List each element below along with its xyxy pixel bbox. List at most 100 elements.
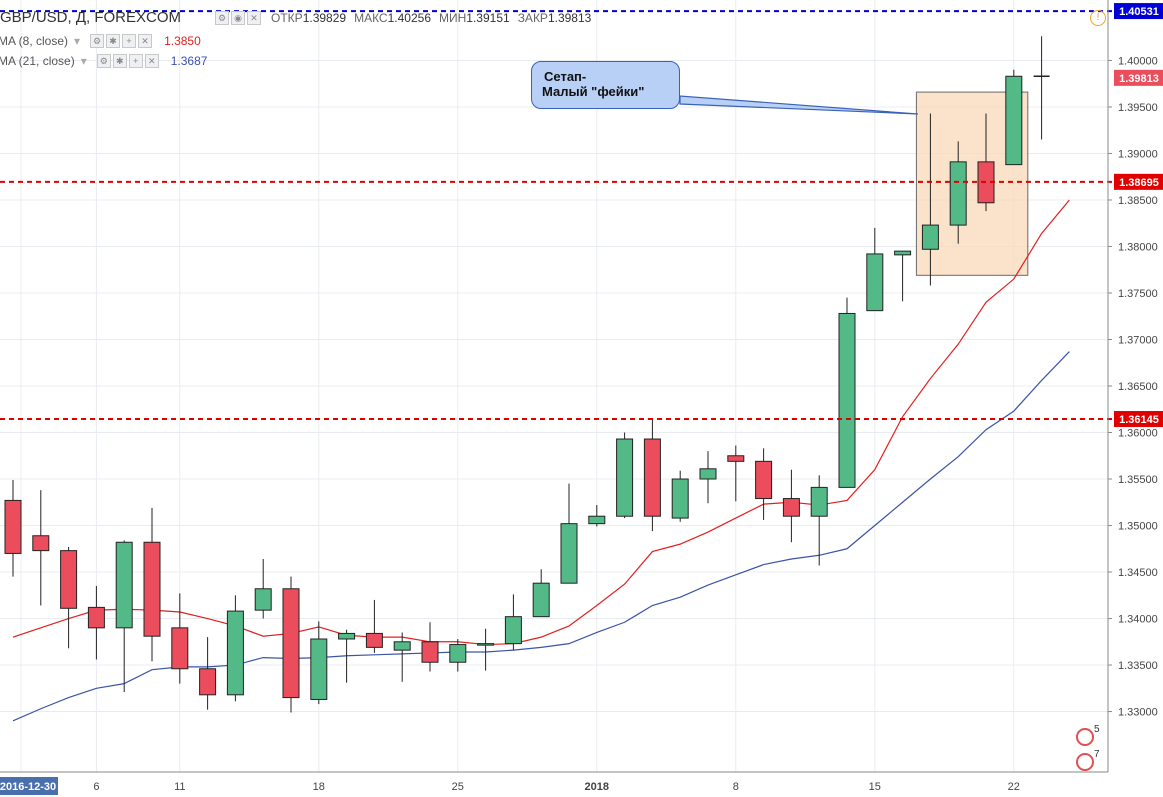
callout-line-1: Сетап- [544, 69, 587, 84]
x-tick-label: 22 [1008, 781, 1020, 793]
candle-body [894, 250, 912, 256]
candle-body [727, 455, 745, 462]
ema21-line [12, 351, 1070, 722]
level-price-label: 1.38695 [1119, 177, 1159, 189]
candle-body [199, 668, 217, 696]
candle-body [338, 632, 356, 640]
settings-icon[interactable]: ⚙ [90, 34, 105, 48]
candle-body [143, 541, 161, 637]
candle-body [866, 253, 884, 312]
candle-body [60, 550, 78, 609]
level-price-label: 1.40531 [1119, 6, 1159, 18]
candle-body [393, 641, 411, 651]
high-label: МАКС [354, 10, 388, 25]
y-tick-label: 1.38000 [1118, 241, 1158, 253]
chevron-down-icon[interactable]: ▾ [74, 34, 81, 48]
plus-icon[interactable]: + [122, 34, 137, 48]
x-tick-label: 11 [174, 781, 185, 793]
candle-body [699, 468, 717, 480]
gear-icon[interactable]: ✱ [112, 54, 127, 68]
candle-body [477, 643, 495, 646]
candle-body [310, 638, 328, 700]
event-count-uk: 5 [1094, 724, 1100, 735]
x-tick-label: 6 [93, 781, 99, 793]
candle-body [838, 312, 856, 488]
close-icon[interactable]: ✕ [144, 54, 159, 68]
candle-body [226, 610, 244, 696]
eye-icon[interactable]: ◉ [231, 11, 246, 25]
x-tick-label: 2018 [585, 781, 609, 793]
last-price-label: 1.39813 [1119, 73, 1159, 85]
high-value: 1.40256 [387, 10, 431, 25]
candle-body [616, 438, 634, 517]
callout-line-2: Малый "фейки" [542, 84, 645, 99]
x-tick-label: 15 [869, 781, 881, 793]
ema8-line [12, 199, 1070, 646]
y-tick-label: 1.40000 [1118, 55, 1158, 67]
close-label: ЗАКР [517, 10, 548, 25]
chevron-down-icon[interactable]: ▾ [80, 54, 87, 68]
ema8-label: EMA (8, close) [0, 34, 69, 48]
candle-body [755, 460, 773, 500]
candle-body [254, 588, 272, 611]
candle-body [643, 438, 661, 517]
y-tick-label: 1.36000 [1118, 428, 1158, 440]
low-value: 1.39151 [466, 10, 510, 25]
y-tick-label: 1.37500 [1118, 288, 1158, 300]
uk-flag-icon[interactable] [1076, 728, 1094, 746]
level-price-tag [1114, 3, 1163, 20]
candle-body [421, 641, 439, 663]
gear-icon[interactable]: ✱ [106, 34, 121, 48]
candle-body [171, 627, 189, 670]
y-tick-label: 1.39500 [1118, 102, 1158, 114]
candle-body [1005, 75, 1023, 166]
ema8-value: 1.3850 [164, 34, 201, 48]
legend-buttons: ⚙ ◉ ✕ [215, 10, 263, 25]
ema21-label: EMA (21, close) [0, 54, 75, 68]
close-icon[interactable]: ✕ [247, 11, 262, 25]
candle-body [449, 644, 467, 663]
settings-icon[interactable]: ⚙ [96, 54, 111, 68]
x-tick-label: 18 [313, 781, 325, 793]
alert-icon[interactable]: ! [1090, 10, 1106, 26]
y-tick-label: 1.33500 [1118, 660, 1158, 672]
level-price-label: 1.36145 [1119, 414, 1159, 426]
y-tick-label: 1.34000 [1118, 614, 1158, 626]
plus-icon[interactable]: + [128, 54, 143, 68]
candle-body [921, 224, 939, 250]
setup-callout[interactable]: Сетап- Малый "фейки" [531, 61, 680, 109]
candle-body [810, 486, 828, 517]
low-label: МИН [439, 10, 467, 25]
legend-main: GBP/USD, Д, FOREXCOM ⚙ ◉ ✕ ОТКР 1.39829 МАК… [0, 9, 591, 26]
candle-body [949, 161, 967, 226]
us-flag-icon[interactable] [1076, 753, 1094, 771]
ema21-value: 1.3687 [170, 54, 208, 68]
candle-body [504, 616, 522, 645]
y-tick-label: 1.34500 [1118, 567, 1158, 579]
open-label: ОТКР [271, 10, 303, 25]
callout-pointer [679, 95, 919, 115]
legend-ema8: EMA (8, close) ▾ ⚙✱+✕ 1.3850 [0, 34, 201, 48]
candle-body [365, 632, 383, 648]
x-tick-label: 8 [733, 781, 739, 793]
y-tick-label: 1.35500 [1118, 474, 1158, 486]
y-tick-label: 1.36500 [1118, 381, 1158, 393]
y-tick-label: 1.39000 [1118, 148, 1158, 160]
y-tick-label: 1.37000 [1118, 334, 1158, 346]
candle-body [782, 498, 800, 517]
settings-icon[interactable]: ⚙ [215, 11, 230, 25]
last-price-tag [1114, 69, 1163, 86]
candle-body [32, 535, 50, 552]
candle-body [4, 499, 22, 554]
candle-body [87, 606, 105, 629]
open-value: 1.39829 [302, 10, 347, 25]
y-tick-label: 1.38500 [1118, 195, 1158, 207]
candle-body [671, 478, 689, 519]
x-tick-label: 2016-12-30 [0, 781, 56, 793]
x-tick-label: 25 [452, 781, 464, 793]
candle-body [532, 582, 550, 618]
close-value: 1.39813 [547, 10, 592, 25]
close-icon[interactable]: ✕ [138, 34, 153, 48]
